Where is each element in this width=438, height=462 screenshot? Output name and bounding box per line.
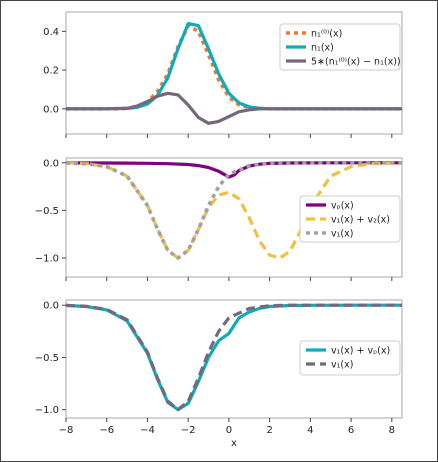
- y-tick-label: 0.0: [43, 301, 59, 312]
- legend-label: n₁(x): [311, 43, 334, 54]
- y-tick-label: 0.0: [43, 158, 59, 169]
- x-axis-label: x: [231, 438, 237, 449]
- x-tick-label: −4: [140, 425, 155, 436]
- y-tick-label: −0.5: [35, 353, 59, 364]
- legend-label: n₁⁽⁰⁾(x): [311, 29, 342, 40]
- axes-frame: [65, 299, 403, 419]
- x-tick-label: −6: [99, 425, 114, 436]
- series-group: [66, 303, 402, 412]
- legend-label: v₁(x) + vₚ(x): [331, 346, 390, 357]
- x-tick-label: 0: [226, 425, 232, 436]
- legend: vₚ(x) v₁(x) + v₂(x) v₁(x): [299, 195, 401, 243]
- legend-label: v₁(x): [331, 360, 353, 371]
- panel-2: 0.0 −0.5 −1.0 vₚ(x) v₁(x) + v₂(x) v₁(x): [35, 157, 403, 281]
- x-tick-label: −2: [181, 425, 196, 436]
- legend-label: 5∗(n₁⁽⁰⁾(x) − n₁(x)): [311, 57, 401, 68]
- series-line-2: [66, 303, 402, 412]
- legend: v₁(x) + vₚ(x) v₁(x): [299, 340, 401, 376]
- x-tick-label: 8: [389, 425, 395, 436]
- y-tick-label: −0.5: [35, 206, 59, 217]
- axes-frame: [65, 157, 403, 278]
- legend-label: v₁(x): [331, 229, 353, 240]
- series-group: [66, 22, 402, 125]
- y-tick-label: 0.4: [43, 27, 59, 38]
- y-tick-label: 0.0: [43, 104, 59, 115]
- y-tick-label: 0.2: [43, 66, 59, 77]
- series-line-3: [66, 91, 402, 125]
- series-line-3: [66, 161, 402, 260]
- y-tick-label: −1.0: [35, 405, 59, 416]
- axes-frame: [65, 11, 403, 135]
- x-tick-label: 6: [348, 425, 354, 436]
- panel-1: 0.4 0.2 0.0 n₁⁽⁰⁾(x) n₁(x) 5∗(n₁⁽⁰⁾(x) − n₁(x…: [43, 11, 403, 138]
- legend-label: vₚ(x): [331, 201, 354, 212]
- x-tick-label: 4: [307, 425, 313, 436]
- legend-box: [279, 23, 401, 71]
- legend: n₁⁽⁰⁾(x) n₁(x) 5∗(n₁⁽⁰⁾(x) − n₁(x)): [279, 23, 401, 71]
- x-tick-label: 2: [266, 425, 272, 436]
- legend-box: [299, 195, 401, 243]
- x-tick-label: −8: [59, 425, 74, 436]
- chart-root: 0.4 0.2 0.0 n₁⁽⁰⁾(x) n₁(x) 5∗(n₁⁽⁰⁾(x) − n₁(x…: [35, 11, 403, 449]
- legend-label: v₁(x) + v₂(x): [331, 215, 390, 226]
- y-tick-label: −1.0: [35, 253, 59, 264]
